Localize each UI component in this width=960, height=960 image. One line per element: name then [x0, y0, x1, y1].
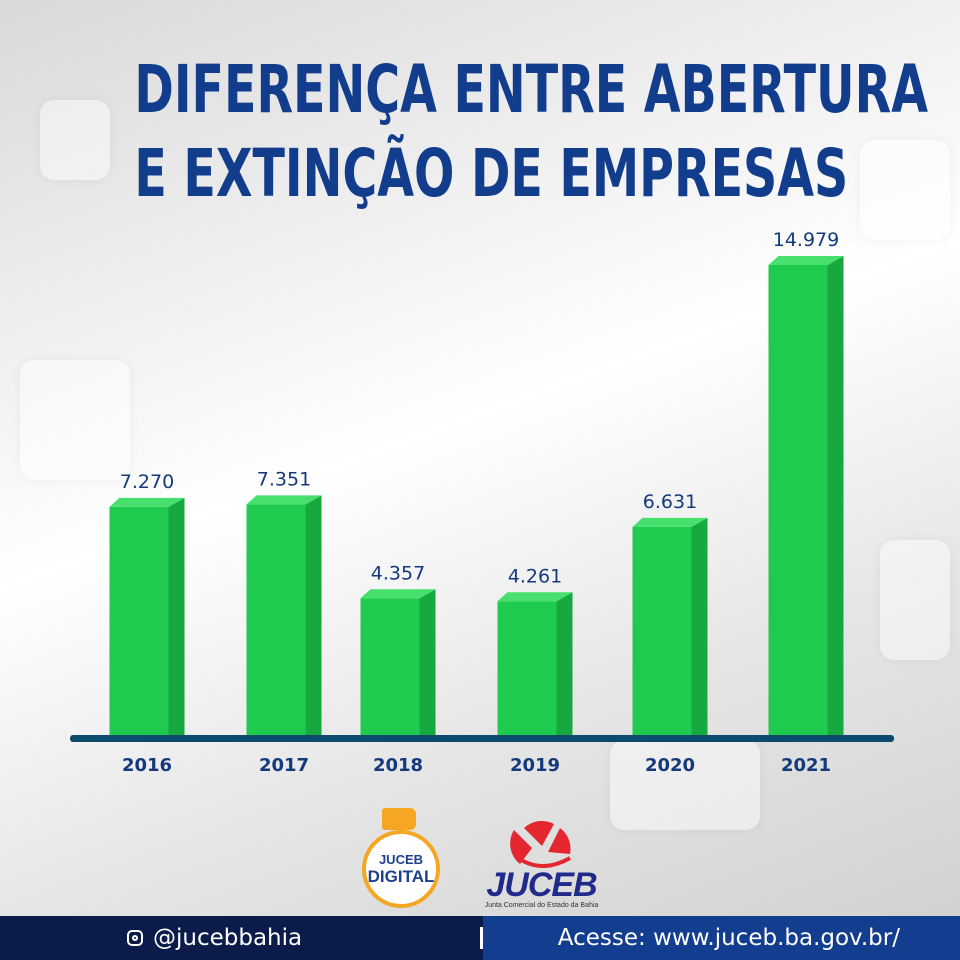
data-label: 7.351 [257, 468, 311, 490]
x-tick-label: 2018 [373, 755, 423, 776]
logos-area: JUCEB DIGITAL JUCEB Junta Comercial do E… [0, 808, 960, 909]
juceb-logo: JUCEB Junta Comercial do Estado da Bahia [484, 818, 599, 909]
x-tick-label: 2021 [781, 755, 831, 776]
bar-side [305, 495, 322, 735]
bar-side [419, 589, 436, 735]
footer-bar: @jucebbahia Acesse: www.juceb.ba.gov.br/ [0, 916, 960, 960]
juceb-emblem-icon [510, 820, 571, 868]
bar-top [109, 497, 185, 507]
bar-top [360, 589, 436, 599]
x-tick-label: 2020 [645, 755, 695, 776]
x-axis-baseline [70, 735, 894, 742]
footer-divider [480, 927, 483, 949]
data-label: 4.261 [508, 565, 562, 587]
background-decoration [40, 100, 110, 180]
website-text: Acesse: www.juceb.ba.gov.br/ [557, 925, 900, 951]
bar-top [246, 495, 322, 505]
bar-side [168, 497, 185, 735]
title-line-1: DIFERENÇA ENTRE ABERTURA [134, 51, 928, 128]
x-tick-label: 2016 [122, 755, 172, 776]
background-decoration [860, 140, 950, 240]
juceb-digital-logo-top: JUCEB [378, 851, 424, 867]
bar-side [691, 517, 708, 735]
data-label: 4.357 [371, 562, 425, 584]
juceb-digital-logo-bottom: DIGITAL [367, 866, 435, 886]
background-decoration [610, 740, 760, 830]
background-decoration [880, 540, 950, 660]
bar-side [556, 592, 573, 735]
bar-side [827, 256, 844, 735]
website-link[interactable]: Acesse: www.juceb.ba.gov.br/ [483, 916, 960, 960]
data-label: 7.270 [120, 471, 174, 493]
x-tick-label: 2017 [259, 755, 309, 776]
instagram-link[interactable]: @jucebbahia [0, 925, 480, 951]
instagram-icon [127, 930, 143, 946]
background-decoration [20, 360, 130, 480]
bar-top [768, 256, 844, 265]
data-label: 6.631 [643, 491, 697, 513]
data-label: 14.979 [773, 229, 839, 251]
title-line-2: E EXTINÇÃO DE EMPRESAS [134, 135, 849, 212]
instagram-handle: @jucebbahia [153, 925, 303, 951]
page-title: DIFERENÇA ENTRE ABERTURA E EXTINÇÃO DE E… [134, 48, 928, 216]
bar-top [497, 592, 573, 602]
bar-top [632, 517, 708, 527]
usb-plug-icon [382, 808, 416, 830]
juceb-logo-subtitle: Junta Comercial do Estado da Bahia [484, 902, 599, 909]
x-tick-label: 2019 [510, 755, 560, 776]
juceb-logo-name: JUCEB [486, 866, 597, 904]
juceb-digital-logo: JUCEB DIGITAL [362, 830, 440, 908]
